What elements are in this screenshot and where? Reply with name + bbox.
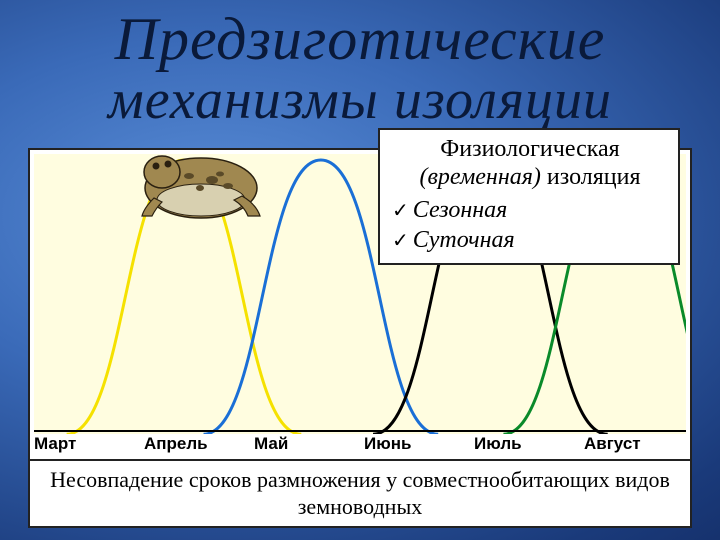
x-label: Март	[30, 434, 140, 462]
x-label: Август	[580, 434, 690, 462]
check-icon: ✓	[392, 230, 409, 252]
title-line-1: Предзиготические	[0, 8, 720, 71]
chart-x-labels: Март Апрель Май Июнь Июль Август	[30, 434, 690, 462]
caption: Несовпадение сроков размножения у совмес…	[28, 459, 692, 528]
chart-container: Физиологическая (временная) изоляция ✓Се…	[28, 148, 692, 468]
info-title-part1: Физиологическая	[440, 136, 619, 162]
title-line-2: механизмы изоляции	[0, 71, 720, 130]
info-card-list: ✓Сезонная ✓Суточная	[392, 195, 668, 255]
info-item: ✓Сезонная	[392, 195, 668, 225]
x-label: Апрель	[140, 434, 250, 462]
x-label: Июль	[470, 434, 580, 462]
info-card-title: Физиологическая (временная) изоляция	[392, 136, 668, 191]
x-label: Май	[250, 434, 360, 462]
info-card: Физиологическая (временная) изоляция ✓Се…	[378, 128, 680, 265]
info-title-part2-em: (временная)	[419, 164, 540, 190]
info-item-label: Суточная	[413, 227, 515, 253]
info-title-part2-rest: изоляция	[541, 164, 641, 190]
info-item-label: Сезонная	[413, 197, 508, 223]
page-title: Предзиготические механизмы изоляции	[0, 0, 720, 130]
x-label: Июнь	[360, 434, 470, 462]
check-icon: ✓	[392, 200, 409, 222]
info-item: ✓Суточная	[392, 225, 668, 255]
chart-x-axis	[34, 430, 686, 432]
toad-illustration	[134, 138, 268, 222]
